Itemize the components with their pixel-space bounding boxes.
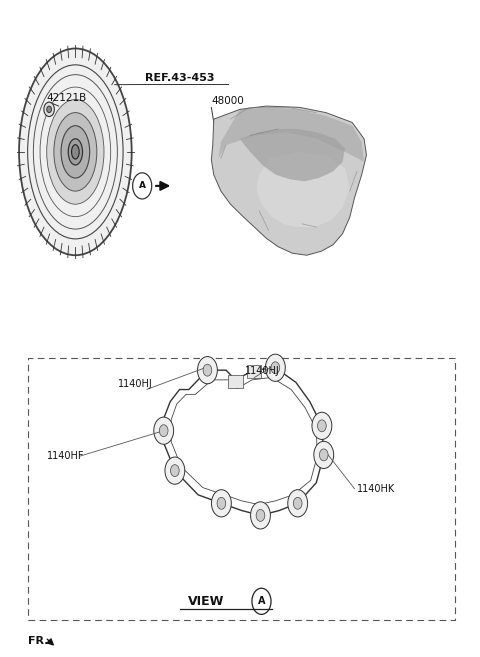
Circle shape [251,502,270,529]
Polygon shape [240,129,345,181]
Circle shape [197,357,217,384]
Circle shape [318,420,326,432]
Bar [28,358,455,620]
Polygon shape [164,368,324,515]
Ellipse shape [68,139,83,165]
Circle shape [265,354,285,381]
Circle shape [271,362,280,374]
Circle shape [314,442,334,468]
Polygon shape [257,152,350,227]
Text: FR.: FR. [28,636,48,646]
Text: A: A [258,597,265,606]
Ellipse shape [47,106,51,112]
Circle shape [212,489,231,517]
Bar [247,365,261,378]
Ellipse shape [54,112,97,191]
Text: VIEW: VIEW [189,595,225,608]
Polygon shape [211,106,366,255]
Ellipse shape [44,102,54,116]
Circle shape [288,489,308,517]
Text: 1140HK: 1140HK [357,484,395,494]
Circle shape [159,424,168,437]
Text: 48000: 48000 [211,96,244,106]
Ellipse shape [61,125,90,178]
Circle shape [154,417,174,444]
Text: 42121B: 42121B [47,93,87,102]
Circle shape [203,364,212,376]
Circle shape [312,412,332,440]
Circle shape [132,173,152,199]
Circle shape [252,588,271,614]
Text: 1140HJ: 1140HJ [245,366,279,376]
Circle shape [256,509,265,522]
Text: REF.43-453: REF.43-453 [144,73,214,83]
Circle shape [217,497,226,509]
Text: 1140HF: 1140HF [47,451,84,461]
Circle shape [165,457,185,484]
Ellipse shape [72,145,79,159]
Ellipse shape [47,99,104,204]
Circle shape [319,449,328,461]
Ellipse shape [19,49,132,255]
Circle shape [170,464,179,476]
Bar [228,374,242,388]
Circle shape [293,497,302,509]
Polygon shape [218,107,364,162]
Text: A: A [139,181,145,191]
Text: 1140HJ: 1140HJ [118,379,153,389]
